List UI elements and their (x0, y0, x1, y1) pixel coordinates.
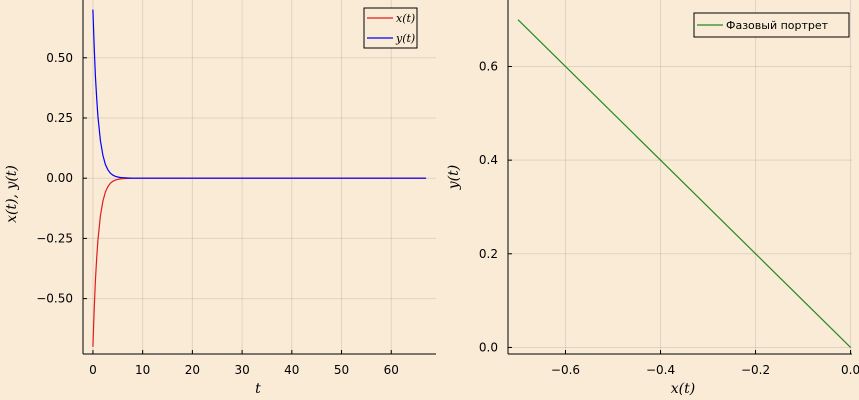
x-tick-label: 40 (284, 363, 299, 377)
x-tick-label: 20 (185, 363, 200, 377)
legend-entry-label: y(t) (395, 32, 415, 45)
y-tick-label: 0.50 (46, 51, 73, 65)
x-tick-label: 10 (135, 363, 150, 377)
x-tick-label: 50 (334, 363, 349, 377)
y-tick-label: −0.50 (36, 292, 73, 306)
legend-entry-label: Фазовый портрет (726, 19, 829, 32)
legend-entry-label: x(t) (396, 12, 415, 25)
x-tick-label: 0 (89, 363, 97, 377)
legend-box (363, 7, 418, 49)
y-tick-label: 0.0 (479, 340, 498, 354)
x-axis-label: x(t) (671, 381, 695, 397)
y-axis-label: y(t) (446, 165, 462, 190)
series-line (92, 9, 427, 179)
y-tick-label: 0.2 (479, 247, 498, 261)
x-tick-label: 60 (384, 363, 399, 377)
x-tick-label: 30 (234, 363, 249, 377)
y-tick-label: 0.00 (46, 171, 73, 185)
x-tick-label: −0.4 (646, 363, 675, 377)
y-tick-label: 0.6 (479, 59, 498, 73)
y-tick-label: −0.25 (36, 231, 73, 245)
x-tick-label: −0.6 (551, 363, 580, 377)
y-tick-label: 0.25 (46, 111, 73, 125)
legend: x(t) y(t) (363, 7, 418, 49)
legend: Фазовый портрет (693, 12, 850, 38)
x-tick-label: 0.0 (841, 363, 859, 377)
phase-portrait-panel: −0.6 −0.4 −0.2 0.0 0.0 0.2 0.4 0.6 x(t) y(t) Фазов… (446, 0, 859, 397)
series-line (517, 19, 852, 348)
x-axis-label: t (255, 381, 261, 397)
y-tick-label: 0.4 (479, 153, 498, 167)
y-axis-label: x(t), y(t) (4, 165, 20, 223)
time-series-panel: 0 10 20 30 40 50 60 −0.50 −0.25 0.00 0.25 0.50 t x(t)… (4, 0, 436, 397)
x-tick-label: −0.2 (741, 363, 770, 377)
